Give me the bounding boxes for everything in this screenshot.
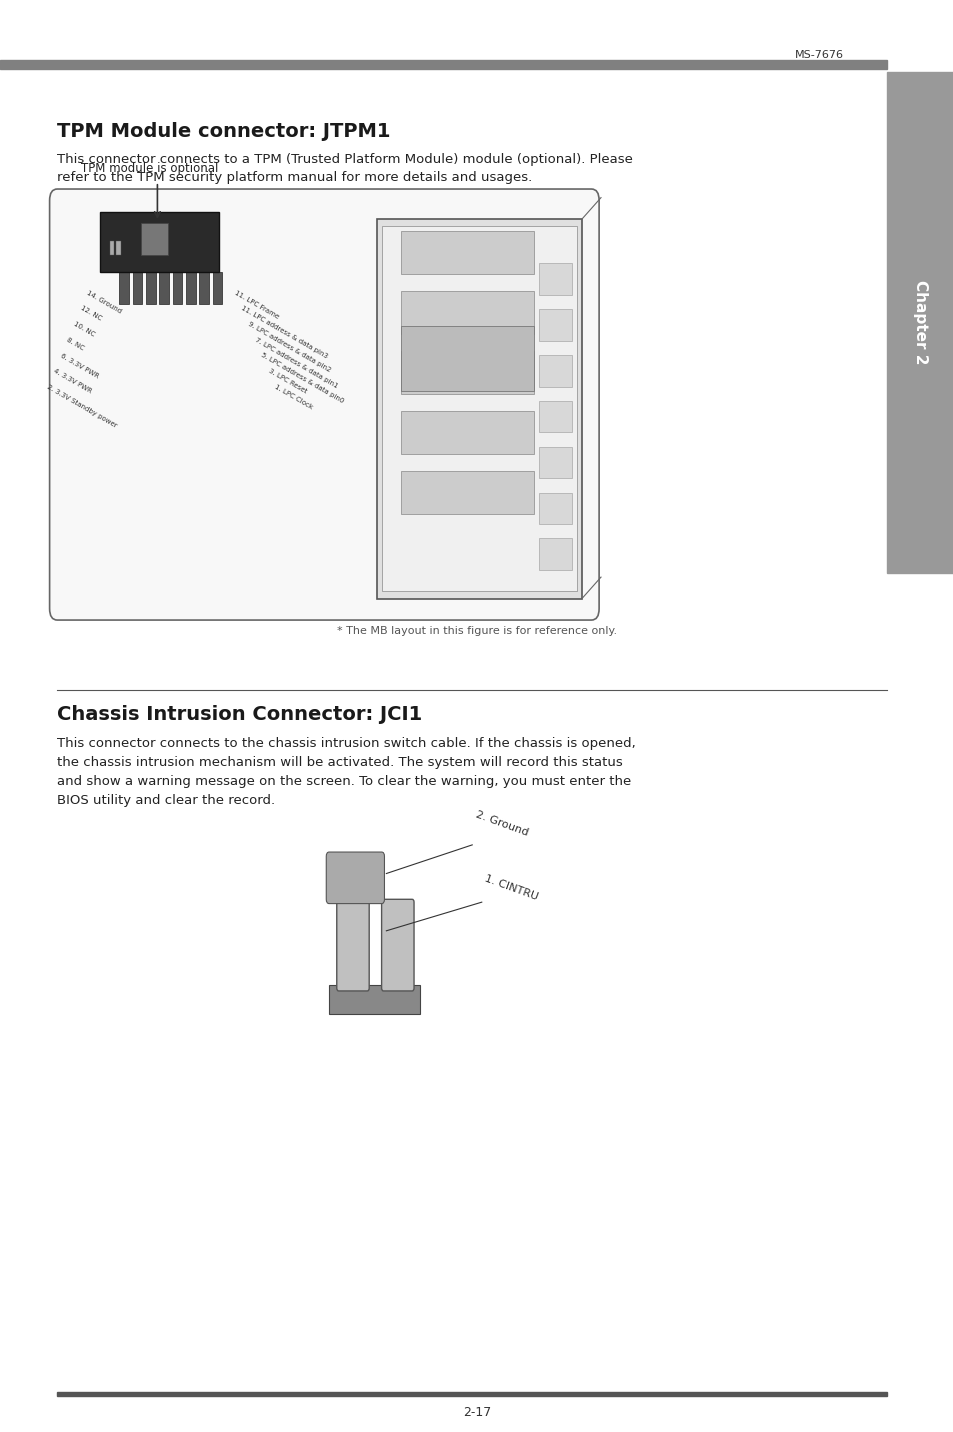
Bar [400,351,534,394]
Bar [57,1392,886,1396]
Bar [538,493,572,524]
Text: 3. LPC Reset: 3. LPC Reset [267,368,307,395]
Bar [0,60,886,69]
Text: MS-7676: MS-7676 [795,50,843,60]
Bar [146,272,155,304]
Bar [400,411,534,454]
Text: 2. 3.3V Standby power: 2. 3.3V Standby power [46,384,117,428]
Bar [400,471,534,514]
Text: 1. CINTRU: 1. CINTRU [483,874,539,902]
Bar [116,241,121,255]
Bar [538,355,572,387]
Bar [886,72,953,573]
Text: Chapter 2: Chapter 2 [912,279,927,365]
Text: 5. LPC address & data pin0: 5. LPC address & data pin0 [260,352,345,405]
FancyBboxPatch shape [381,899,414,991]
Bar [119,272,129,304]
Bar [400,326,534,391]
Bar [538,309,572,341]
Text: TPM module is optional: TPM module is optional [81,162,218,175]
Bar [538,447,572,478]
Bar [159,272,169,304]
Bar [538,538,572,570]
Bar [213,272,222,304]
Text: 7. LPC address & data pin1: 7. LPC address & data pin1 [253,337,338,390]
Bar [199,272,209,304]
Text: 11. LPC Frame: 11. LPC Frame [233,289,280,319]
Text: 12. NC: 12. NC [79,305,102,322]
Text: TPM Module connector: JTPM1: TPM Module connector: JTPM1 [57,122,391,140]
Text: 8. NC: 8. NC [66,337,85,351]
Text: 14. Ground: 14. Ground [86,289,123,314]
Text: This connector connects to the chassis intrusion switch cable. If the chassis is: This connector connects to the chassis i… [57,737,636,808]
Bar [132,272,142,304]
Text: 11. LPC address & data pin3: 11. LPC address & data pin3 [240,305,329,359]
Text: 2. Ground: 2. Ground [474,809,529,838]
Text: * The MB layout in this figure is for reference only.: * The MB layout in this figure is for re… [336,626,617,636]
Bar [381,226,577,591]
Text: 6. 3.3V PWR: 6. 3.3V PWR [59,352,99,379]
Bar [172,272,182,304]
Bar [400,231,534,274]
Bar [376,219,581,599]
Text: 2-17: 2-17 [462,1406,491,1419]
FancyBboxPatch shape [50,189,598,620]
Text: Chassis Intrusion Connector: JCI1: Chassis Intrusion Connector: JCI1 [57,705,422,723]
Bar [329,985,419,1014]
Text: 10. NC: 10. NC [72,321,95,338]
Bar [538,401,572,432]
Bar [100,212,219,272]
Bar [186,272,195,304]
FancyBboxPatch shape [326,852,384,904]
Text: 4. 3.3V PWR: 4. 3.3V PWR [52,368,92,395]
Text: 1. LPC Clock: 1. LPC Clock [274,384,314,411]
Bar [110,241,114,255]
FancyBboxPatch shape [336,899,369,991]
Bar [538,263,572,295]
Text: 9. LPC address & data pin2: 9. LPC address & data pin2 [247,321,332,374]
Text: This connector connects to a TPM (Trusted Platform Module) module (optional). Pl: This connector connects to a TPM (Truste… [57,153,633,185]
Bar [141,223,168,255]
Bar [400,291,534,334]
